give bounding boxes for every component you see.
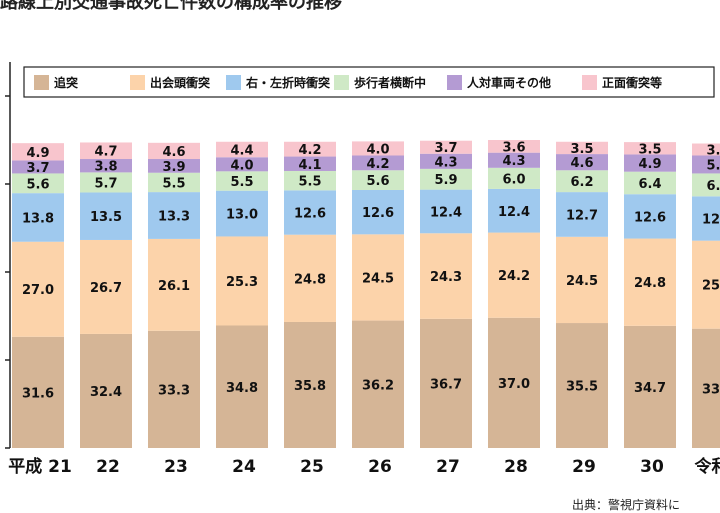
data-label: 25.3 — [226, 275, 258, 290]
data-label: 26.1 — [158, 279, 190, 294]
data-label: 4.3 — [434, 155, 457, 170]
data-label: 36.7 — [430, 377, 462, 392]
legend-swatch — [130, 75, 145, 90]
data-label: 34.7 — [634, 381, 666, 396]
data-label: 6.2 — [570, 175, 593, 190]
data-label: 37.0 — [498, 377, 530, 392]
data-label: 5.6 — [366, 174, 389, 189]
legend-label: 正面衝突等 — [602, 75, 662, 90]
data-label: 31.6 — [22, 386, 54, 401]
legend-label: 追突 — [54, 75, 78, 90]
data-label: 5.5 — [298, 175, 321, 190]
data-label: 24.5 — [566, 274, 598, 289]
data-label: 3.6 — [502, 140, 525, 155]
legend-swatch — [334, 75, 349, 90]
data-label: 24.8 — [294, 272, 326, 287]
data-label: 12.6 — [362, 206, 394, 221]
data-label: 25.0 — [702, 279, 720, 294]
data-label: 12.4 — [498, 205, 530, 220]
legend-label: 出会頭衝突 — [150, 75, 210, 90]
legend-swatch — [447, 75, 462, 90]
x-axis-ticks: 平成 21 22 23 24 25 26 27 28 29 30 令和元 — [8, 456, 720, 477]
data-label: 6.0 — [502, 172, 525, 187]
data-label: 32.4 — [90, 385, 122, 400]
source-note: 出典：警視庁資料に — [572, 496, 680, 513]
x-tick-label: 令和元 — [695, 456, 720, 477]
data-label: 4.7 — [94, 145, 117, 160]
data-label: 13.8 — [22, 211, 54, 226]
data-label: 27.0 — [22, 283, 54, 298]
data-label: 13.0 — [226, 208, 258, 223]
data-label: 13.5 — [90, 210, 122, 225]
data-label: 3.4 — [706, 144, 720, 159]
data-label: 3.8 — [94, 160, 117, 175]
data-label: 5.9 — [434, 173, 457, 188]
data-label: 33.3 — [158, 383, 190, 398]
x-tick-label: 23 — [164, 457, 188, 477]
data-label: 12.4 — [430, 205, 462, 220]
x-tick-label: 24 — [232, 457, 256, 477]
data-label: 4.9 — [638, 157, 661, 172]
data-label: 12.6 — [294, 207, 326, 222]
legend-label: 右・左折時衝突 — [245, 75, 330, 90]
data-label: 33.9 — [702, 382, 720, 397]
data-label: 3.5 — [638, 142, 661, 157]
data-label: 5.1 — [706, 158, 720, 173]
x-tick-label: 25 — [300, 457, 324, 477]
data-label: 24.2 — [498, 269, 530, 284]
data-label: 12.6 — [702, 212, 720, 227]
x-tick-label: 27 — [436, 457, 460, 477]
x-tick-label: 平成 21 — [8, 456, 72, 477]
data-label: 34.8 — [226, 381, 258, 396]
data-label: 4.9 — [26, 146, 49, 161]
legend-label: 人対車両その他 — [467, 75, 551, 90]
data-label: 5.5 — [162, 176, 185, 191]
data-label: 3.9 — [162, 160, 185, 175]
x-tick-label: 28 — [504, 457, 528, 477]
data-label: 5.5 — [230, 175, 253, 190]
data-label: 5.6 — [26, 177, 49, 192]
data-label: 24.8 — [634, 276, 666, 291]
bars: 31.627.013.85.63.74.932.426.713.55.73.84… — [12, 140, 720, 448]
data-label: 35.8 — [294, 379, 326, 394]
y-axis — [5, 62, 10, 448]
x-tick-label: 26 — [368, 457, 392, 477]
data-label: 3.7 — [434, 141, 457, 156]
data-label: 4.2 — [366, 157, 389, 172]
data-label: 35.5 — [566, 380, 598, 395]
data-label: 3.5 — [570, 142, 593, 157]
data-label: 4.3 — [502, 154, 525, 169]
data-label: 6.4 — [638, 177, 661, 192]
data-label: 5.7 — [94, 176, 117, 191]
legend-swatch — [226, 75, 241, 90]
data-label: 4.6 — [570, 156, 593, 171]
data-label: 4.0 — [366, 142, 389, 157]
data-label: 12.7 — [566, 208, 598, 223]
legend-swatch — [34, 75, 49, 90]
data-label: 36.2 — [362, 378, 394, 393]
data-label: 24.5 — [362, 271, 394, 286]
x-tick-label: 29 — [572, 457, 596, 477]
data-label: 3.7 — [26, 161, 49, 176]
data-label: 4.4 — [230, 144, 253, 159]
data-label: 4.2 — [298, 143, 321, 158]
x-tick-label: 30 — [640, 457, 664, 477]
data-label: 13.3 — [158, 210, 190, 225]
x-tick-label: 22 — [96, 457, 120, 477]
data-label: 24.3 — [430, 270, 462, 285]
data-label: 4.0 — [230, 158, 253, 173]
legend: 追突 出会頭衝突 右・左折時衝突 歩行者横断中 人対車両その他 正面衝突等 — [24, 67, 714, 97]
data-label: 4.6 — [162, 145, 185, 160]
legend-swatch — [582, 75, 597, 90]
data-label: 6.5 — [706, 179, 720, 194]
legend-label: 歩行者横断中 — [354, 75, 426, 90]
data-label: 12.6 — [634, 210, 666, 225]
data-label: 4.1 — [298, 158, 321, 173]
data-label: 26.7 — [90, 281, 122, 296]
